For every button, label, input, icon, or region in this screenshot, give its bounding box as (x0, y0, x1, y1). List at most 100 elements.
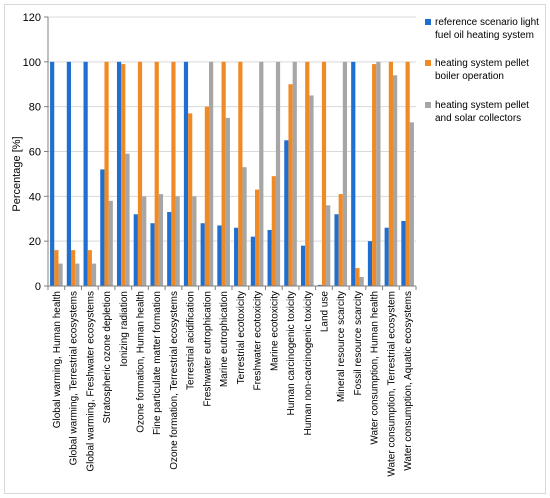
bar (275, 61, 281, 286)
bar (376, 61, 381, 286)
bar (217, 225, 222, 286)
y-tick-label: 0 (35, 281, 41, 293)
bar (372, 64, 377, 286)
bar (125, 153, 130, 286)
y-tick-label: 120 (23, 12, 41, 24)
bar (50, 61, 55, 286)
chart-frame (4, 4, 546, 494)
x-category-label: Global warming, Human health (52, 291, 63, 428)
bar (133, 214, 138, 286)
bar (142, 196, 147, 286)
x-category-label: Terrestrial ecotoxicity (236, 291, 247, 384)
bar (342, 61, 348, 286)
bar (204, 106, 210, 286)
bar (388, 61, 394, 286)
x-category-label: Mineral resource scarcity (336, 291, 347, 402)
bar (393, 75, 398, 286)
x-category-label: Ionizing radiation (119, 291, 130, 367)
bar (259, 61, 264, 286)
legend-label: heating system pellet boiler operation (435, 58, 529, 82)
bar (271, 176, 276, 286)
x-category-label: Fine particulate matter formation (152, 291, 163, 435)
legend-label: heating system pellet and solar collector… (435, 100, 529, 124)
bar (175, 196, 180, 286)
x-category-label: Stratospheric ozone depletion (102, 291, 113, 423)
bar (409, 122, 414, 286)
bar (150, 223, 155, 286)
bar (70, 250, 76, 286)
bar (154, 61, 159, 286)
y-tick-label: 20 (29, 236, 41, 248)
x-category-label: Terrestrial acidification (186, 291, 197, 390)
bar (359, 277, 364, 286)
bar (66, 61, 71, 286)
legend-label: reference scenario light fuel oil heating… (435, 17, 539, 41)
bar (355, 268, 360, 286)
bar (317, 284, 322, 286)
bar (234, 227, 239, 286)
bar (91, 263, 97, 286)
y-tick-label: 60 (29, 147, 41, 159)
legend-swatch (425, 102, 431, 108)
x-category-label: Water consumption, Human health (370, 291, 381, 445)
bar (242, 167, 247, 286)
x-category-label: Water consumption, Terrestrial ecosystem (386, 291, 397, 477)
bar (250, 236, 255, 286)
y-tick-label: 100 (23, 57, 41, 69)
x-category-label: Ozone formation, Human health (136, 291, 147, 433)
legend-swatch (425, 60, 431, 66)
bar (209, 61, 214, 286)
bar (254, 189, 260, 286)
bar (284, 140, 289, 286)
y-axis-label: Percentage [%] (11, 136, 23, 211)
bar (75, 263, 80, 286)
bar (108, 200, 113, 286)
x-category-labels: Global warming, Human health Global warmi… (52, 291, 414, 477)
axes (44, 16, 417, 290)
bar (188, 113, 193, 286)
bar (58, 263, 63, 286)
bar (326, 205, 331, 286)
bar (87, 250, 92, 286)
bar (367, 241, 373, 286)
bar (83, 61, 88, 286)
x-category-label: Land use (320, 291, 331, 333)
bar (238, 61, 243, 286)
bar (225, 117, 230, 287)
x-category-label: Global warming, Freshwater ecosystems (85, 291, 96, 472)
bar (401, 220, 406, 286)
x-category-label: Marine ecotoxicity (269, 291, 280, 371)
bar (292, 61, 297, 286)
bar (321, 61, 327, 286)
legend-swatch (425, 19, 431, 25)
bar (405, 61, 410, 286)
legend: reference scenario light fuel oil heating… (425, 17, 539, 124)
bar (288, 84, 293, 286)
bar (104, 61, 109, 286)
x-category-label: Human carcinogenic toxicity (286, 291, 297, 416)
x-category-label: Ozone formation, Terrestrial ecosystems (169, 291, 180, 470)
bar (183, 61, 189, 286)
y-tick-labels: 0 20 40 60 80 100 120 (23, 12, 41, 293)
bar (158, 194, 164, 286)
bar (267, 229, 272, 286)
bar (384, 227, 389, 286)
x-category-label: Human non-carcinogenic toxicity (303, 291, 314, 436)
bar (121, 64, 126, 286)
x-category-label: Marine eutrophication (219, 291, 230, 387)
bar (116, 61, 122, 286)
bar (300, 245, 306, 286)
bars (50, 61, 414, 287)
y-tick-label: 80 (29, 102, 41, 114)
bar (200, 223, 205, 286)
x-category-label: Freshwater ecotoxicity (253, 291, 264, 390)
y-tick-label: 40 (29, 191, 41, 203)
x-category-label: Global warming, Terrestrial ecosystems (69, 291, 80, 465)
bar (54, 250, 59, 286)
bar (192, 196, 197, 286)
x-category-label: Fossil resource scarcity (353, 291, 364, 395)
bar (351, 61, 356, 286)
x-category-label: Water consumption, Aquatic ecosystems (403, 291, 414, 471)
bar (171, 61, 176, 286)
